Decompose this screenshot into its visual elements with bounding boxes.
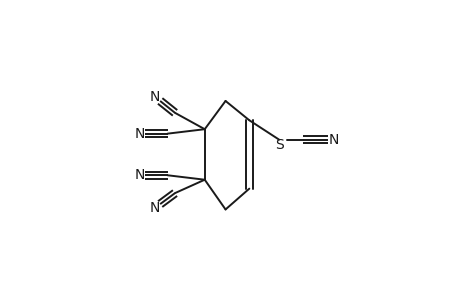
Text: S: S	[274, 138, 283, 152]
Text: N: N	[134, 127, 145, 141]
Text: N: N	[134, 168, 145, 182]
Text: N: N	[150, 201, 160, 215]
Text: N: N	[328, 133, 338, 147]
Text: N: N	[150, 90, 160, 104]
